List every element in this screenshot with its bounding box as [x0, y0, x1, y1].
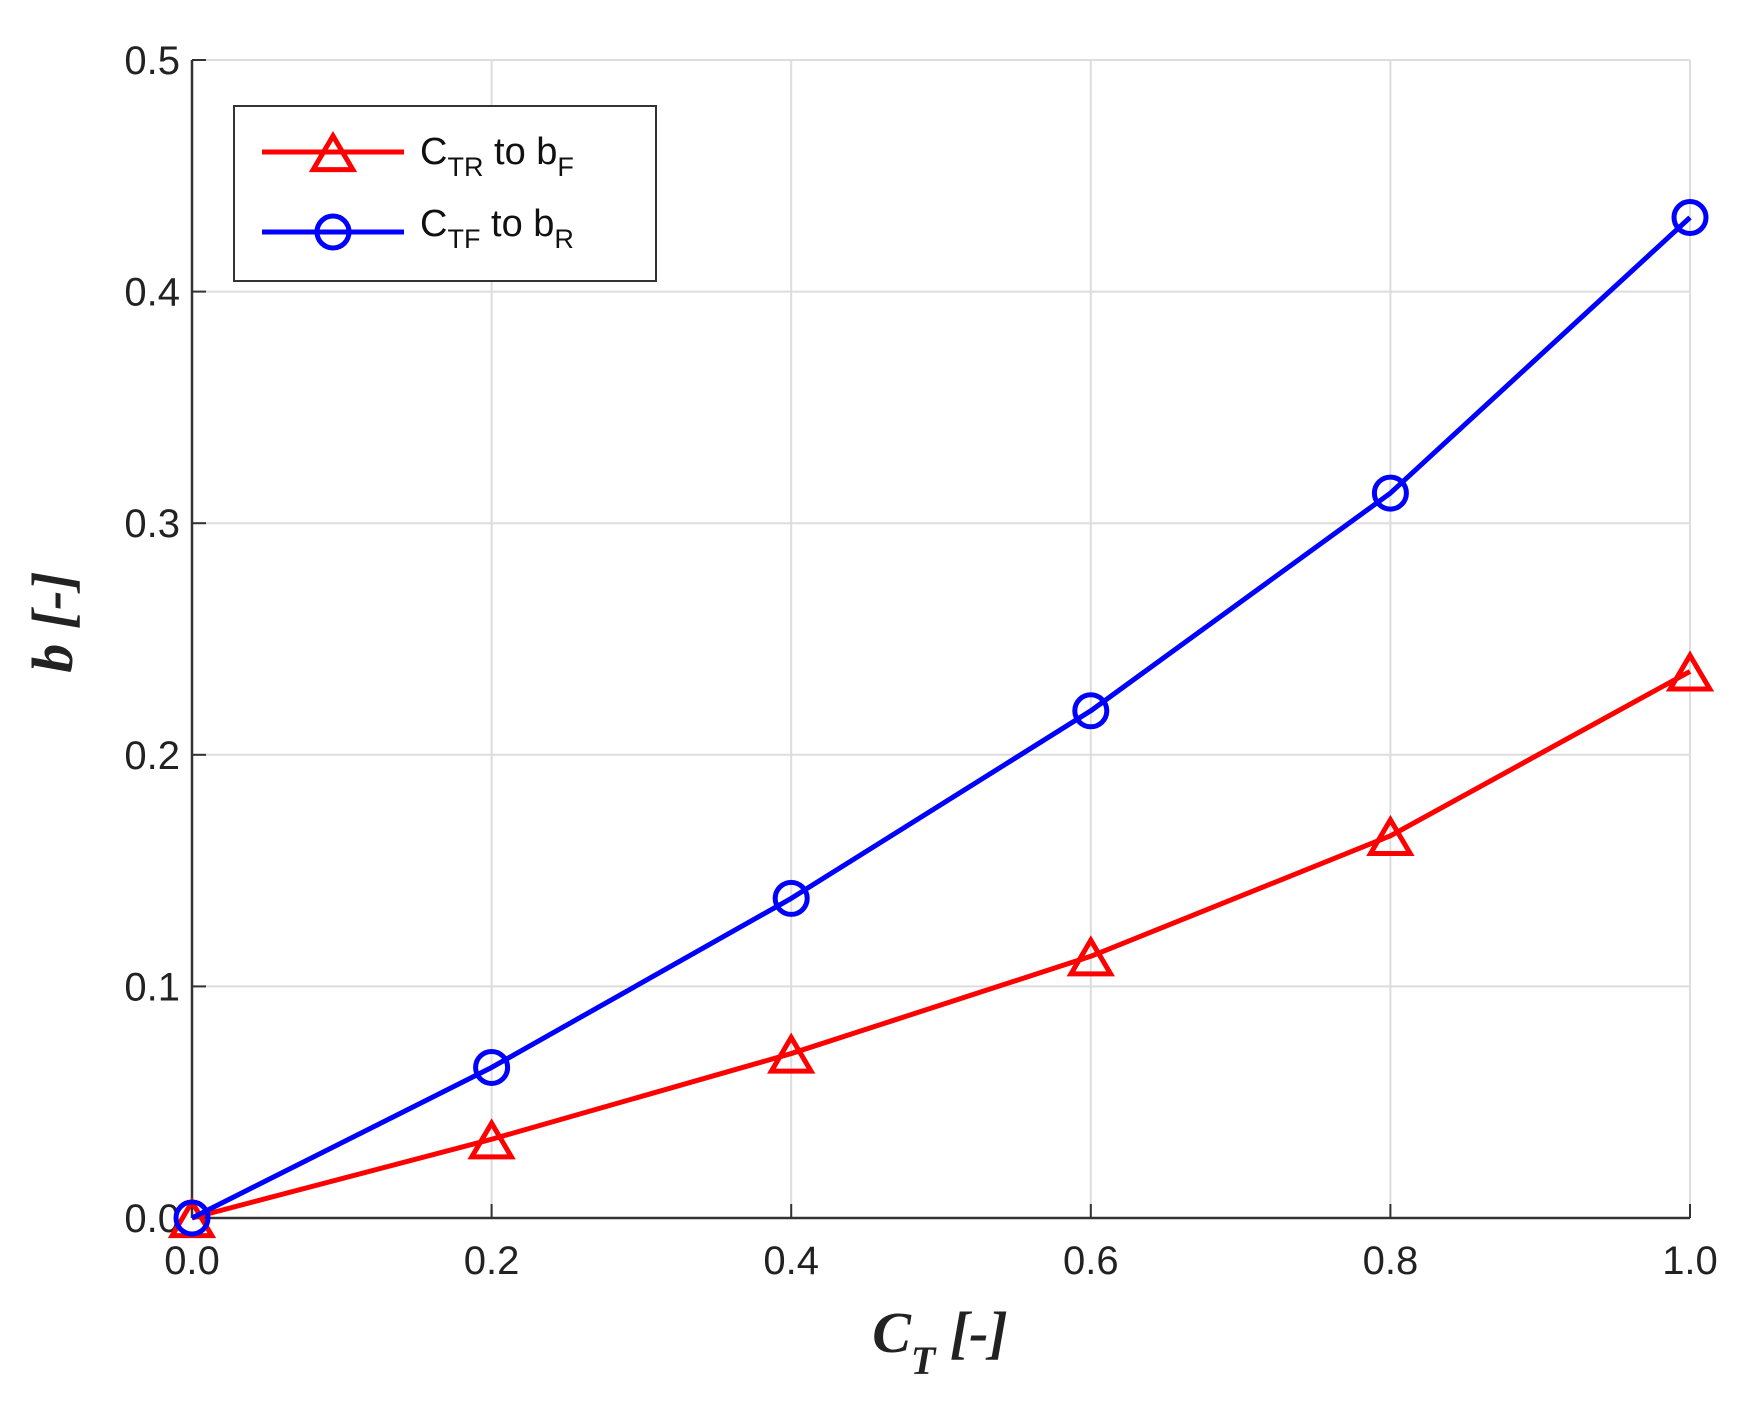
data-point	[1066, 935, 1115, 977]
data-point	[467, 1118, 516, 1160]
y-tick-label: 0.3	[124, 502, 180, 546]
x-tick-label: 0.6	[1063, 1239, 1119, 1283]
series-line	[190, 215, 1692, 1221]
series-line	[191, 669, 1692, 1221]
series-2	[173, 198, 1709, 1237]
legend-triangle-marker	[308, 130, 358, 173]
data-point	[767, 1032, 816, 1074]
x-tick-label: 1.0	[1662, 1239, 1718, 1283]
legend-label-1-sub1: TR	[447, 152, 483, 182]
legend-label-2-main: C	[420, 203, 447, 245]
x-tick-labels: 0.0 0.2 0.4 0.6 0.8 1.0	[164, 1239, 1718, 1283]
y-tick-label: 0.4	[124, 271, 180, 315]
y-axis-title: b [-]	[20, 571, 85, 672]
x-tick-label: 0.4	[763, 1239, 819, 1283]
y-tick-label: 0.5	[124, 39, 180, 83]
legend: CTR to bF CTF to bR	[233, 105, 657, 282]
legend-entry-2: CTF to bR	[262, 203, 574, 254]
legend-label-1: CTR to bF	[420, 131, 574, 182]
data-series	[167, 198, 1715, 1239]
legend-label-2-sub1: TF	[447, 224, 480, 254]
data-point	[1371, 474, 1409, 512]
grid-lines	[192, 59, 1691, 1218]
x-axis-title-sub: T	[911, 1338, 937, 1383]
legend-label-1-sub2: F	[557, 152, 574, 182]
x-axis-title-suffix: [-]	[935, 1300, 1007, 1365]
legend-label-2: CTF to bR	[420, 203, 574, 254]
series-1	[167, 650, 1715, 1239]
legend-label-2-mid: to b	[480, 203, 554, 245]
data-point	[772, 879, 810, 917]
y-tick-label: 0.2	[124, 734, 180, 778]
data-point	[1671, 198, 1709, 236]
x-axis-title-main: C	[872, 1300, 912, 1365]
legend-label-2-sub2: R	[554, 224, 574, 254]
y-tick-label: 0.1	[124, 965, 180, 1009]
axes	[190, 59, 1691, 1220]
data-point	[173, 1199, 211, 1237]
legend-label-1-mid: to b	[483, 131, 557, 173]
x-tick-label: 0.8	[1363, 1239, 1419, 1283]
y-tick-labels: 0.00.10.20.30.40.5	[124, 39, 180, 1241]
legend-label-1-main: C	[420, 131, 447, 173]
data-point	[473, 1048, 511, 1086]
data-point	[1072, 692, 1110, 730]
data-point	[1665, 650, 1715, 692]
x-tick-label: 0.2	[464, 1239, 520, 1283]
legend-entry-1: CTR to bF	[262, 130, 574, 182]
x-axis-title: CT [-]	[872, 1300, 1008, 1383]
x-tick-label: 0.0	[164, 1239, 220, 1283]
data-point	[1366, 814, 1415, 856]
legend-circle-marker	[314, 213, 352, 251]
legend-box	[233, 105, 657, 282]
